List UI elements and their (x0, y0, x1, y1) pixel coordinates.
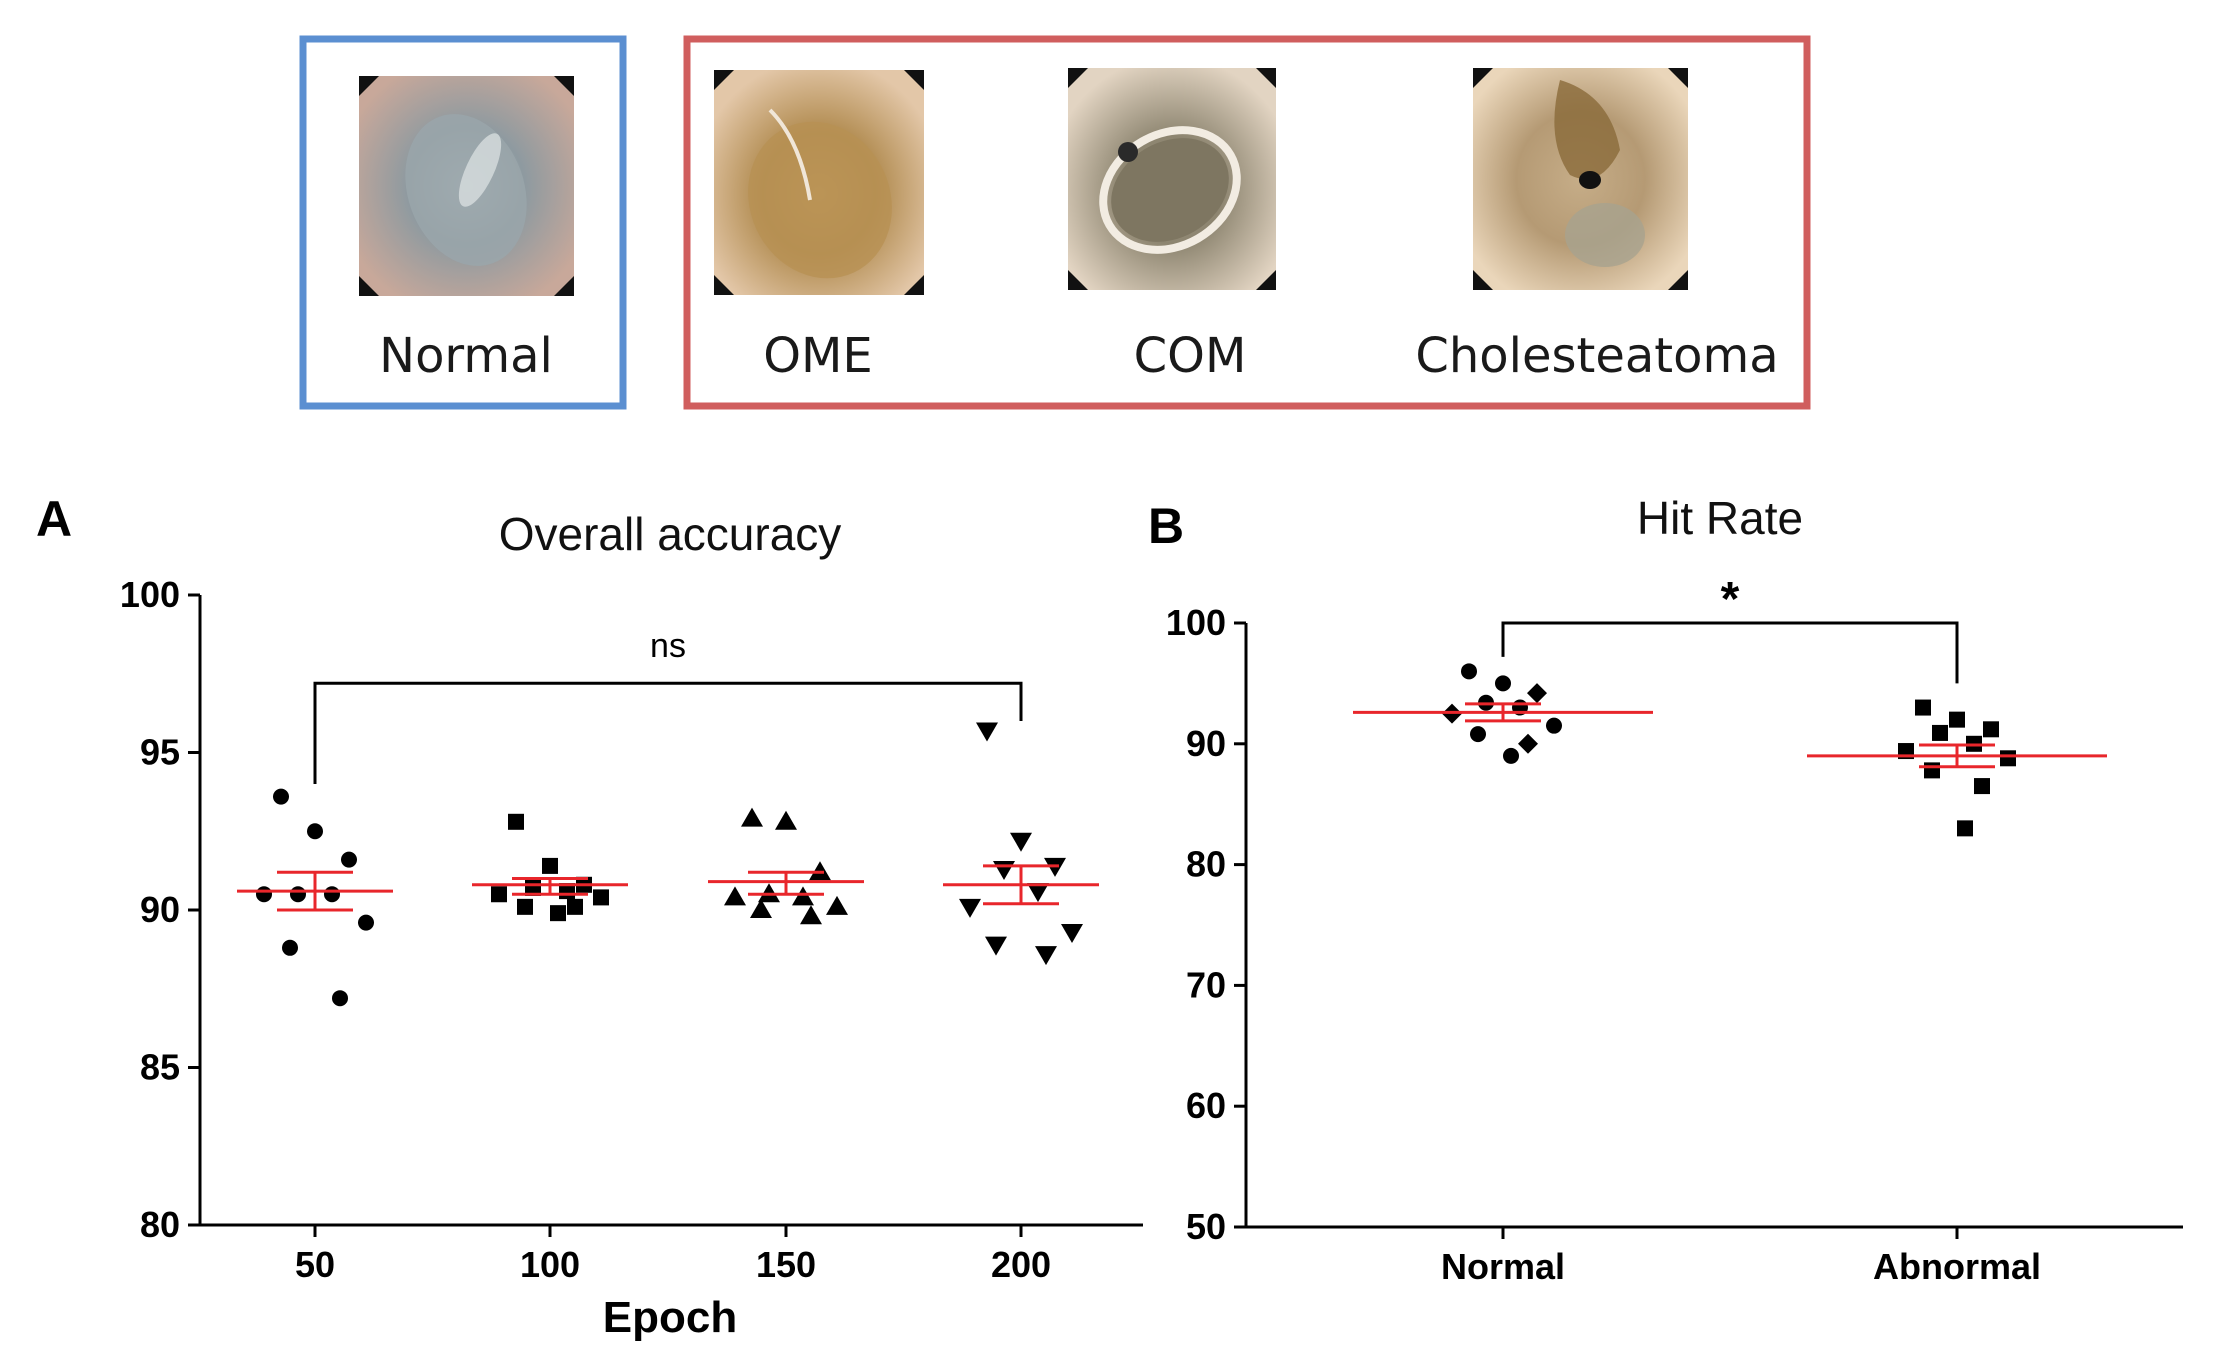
panel-a-data-point (1027, 883, 1049, 903)
label-com: COM (1134, 328, 1247, 384)
panel-b-data-point (1924, 762, 1940, 779)
panel-a-y-tick-label: 100 (120, 574, 180, 615)
panel-a-data-point (567, 898, 583, 915)
panel-a-y-tick-label: 90 (140, 889, 180, 930)
panel-a-x-tick-label: 150 (756, 1244, 816, 1285)
panel-b-marks (1353, 621, 2107, 837)
panel-b-title: Hit Rate (1637, 492, 1803, 544)
panel-b-data-point (1915, 699, 1931, 716)
panel-a-series-150 (708, 807, 864, 925)
label-cholesteatoma: Cholesteatoma (1415, 328, 1778, 384)
panel-a-letter: A (36, 491, 72, 547)
panel-a: A Overall accuracy Epoch 80 85 90 95 100 50 10… (36, 491, 1143, 1342)
normal-eardrum-image (359, 76, 574, 296)
panel-a-title: Overall accuracy (499, 508, 842, 560)
panel-b-y-tick-label: 60 (1186, 1085, 1226, 1126)
label-normal: Normal (379, 328, 553, 384)
panel-a-data-point (1035, 946, 1057, 966)
panel-a-data-point (542, 857, 558, 874)
panel-a-data-point (826, 895, 848, 915)
com-eardrum-image (1068, 68, 1276, 290)
panel-a-x-tick-label: 200 (991, 1244, 1051, 1285)
panel-b-y-tick-label: 100 (1166, 602, 1226, 643)
panel-b-x-tick-label: Normal (1441, 1246, 1565, 1287)
panel-a-data-point (792, 886, 814, 906)
panel-b-y-tick-label: 70 (1186, 964, 1226, 1005)
panel-a-data-point (290, 886, 306, 903)
panel-a-y-tick-label: 80 (140, 1204, 180, 1245)
panel-a-data-point (273, 788, 289, 805)
panel-b-significance-label: * (1721, 573, 1740, 626)
panel-a-data-point (341, 851, 357, 868)
panel-b-data-point (1932, 724, 1948, 741)
panel-a-significance-bracket (313, 681, 1023, 784)
panel-a-data-point (741, 807, 763, 827)
panel-a-data-point (775, 810, 797, 830)
panel-a-data-point (993, 861, 1015, 881)
panel-b-data-point (1470, 726, 1486, 743)
ome-eardrum-image (714, 70, 924, 295)
panel-a-data-point (358, 914, 374, 931)
panel-b-significance-bracket (1501, 621, 1959, 684)
panel-a-data-point (491, 886, 507, 903)
panel-a-data-point (282, 939, 298, 956)
panel-a-x-tick-label: 100 (520, 1244, 580, 1285)
panel-a-axes: 80 85 90 95 100 50 100 150 200 (120, 574, 1143, 1285)
panel-b-series-abnormal (1807, 699, 2107, 837)
panel-a-data-point (307, 823, 323, 840)
label-ome: OME (763, 328, 873, 384)
panel-b-x-tick-label: Abnormal (1873, 1246, 2041, 1287)
panel-a-data-point (976, 722, 998, 742)
panel-a-series-200 (943, 722, 1099, 966)
normal-group-frame (299, 35, 627, 410)
panel-b-series-normal (1353, 663, 1653, 764)
panel-a-significance-label: ns (650, 627, 686, 665)
panel-b-data-point (1546, 717, 1562, 734)
panel-b-data-point (1949, 711, 1965, 728)
panel-b: B Hit Rate 50 60 70 80 90 100 Normal Abnormal * (1148, 492, 2183, 1287)
panel-a-data-point (517, 898, 533, 915)
panel-b-letter: B (1148, 498, 1184, 554)
panel-a-data-point (256, 886, 272, 903)
panel-a-y-tick-label: 95 (140, 732, 180, 773)
panel-a-data-point (1061, 924, 1083, 944)
panel-a-data-point (324, 886, 340, 903)
panel-a-data-point (800, 905, 822, 925)
panel-a-data-point (959, 898, 981, 918)
panel-b-data-point (2000, 750, 2016, 767)
panel-b-y-tick-label: 90 (1186, 723, 1226, 764)
panel-b-data-point (1983, 721, 1999, 738)
panel-b-data-point (1527, 683, 1547, 704)
panel-a-data-point (550, 905, 566, 922)
panel-a-y-tick-label: 85 (140, 1047, 180, 1088)
panel-b-y-tick-label: 50 (1186, 1206, 1226, 1247)
panel-b-data-point (1957, 820, 1973, 837)
panel-b-y-tick-label: 80 (1186, 844, 1226, 885)
panel-b-data-point (1518, 733, 1538, 754)
panel-b-data-point (1461, 663, 1477, 680)
cholesteatoma-eardrum-image (1473, 68, 1688, 290)
abnormal-group-frame (683, 35, 1811, 410)
panel-a-data-point (593, 889, 609, 906)
panel-a-data-point (750, 899, 772, 918)
panel-b-data-point (1503, 747, 1519, 764)
panel-b-data-point (1495, 675, 1511, 692)
panel-a-data-point (985, 936, 1007, 956)
panel-a-series-100 (472, 813, 628, 922)
panel-b-data-point (1974, 778, 1990, 795)
panel-a-data-point (332, 990, 348, 1007)
panel-a-x-axis-label: Epoch (603, 1293, 737, 1342)
panel-a-x-tick-label: 50 (295, 1244, 335, 1285)
panel-a-data-point (508, 813, 524, 830)
panel-a-data-point (1010, 832, 1032, 852)
panel-a-marks (237, 681, 1099, 1007)
panel-a-series-50 (237, 788, 393, 1007)
panel-b-axes: 50 60 70 80 90 100 Normal Abnormal (1166, 602, 2183, 1287)
panel-a-data-point (724, 886, 746, 906)
